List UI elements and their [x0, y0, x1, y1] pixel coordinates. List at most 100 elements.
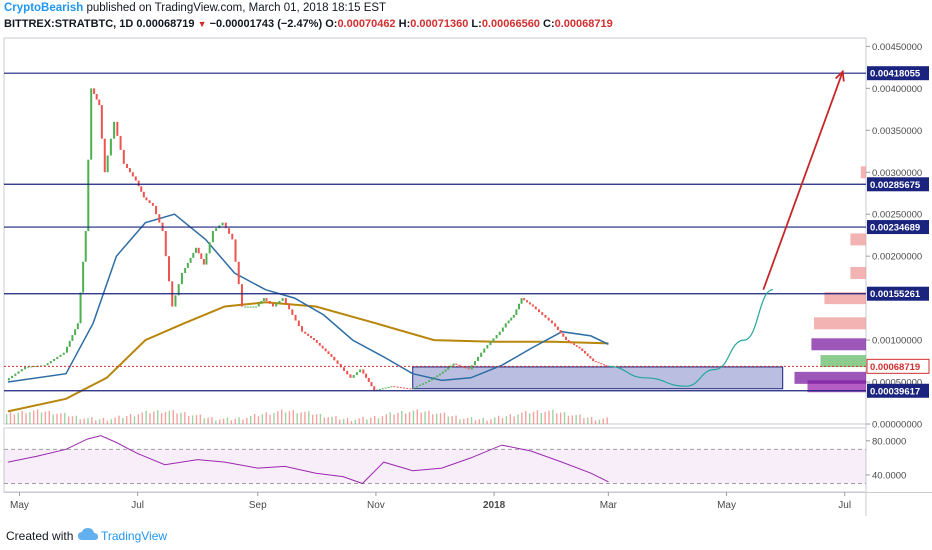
price-candle: [7, 378, 10, 381]
price-candle: [486, 345, 489, 349]
volume-bar: [277, 411, 279, 424]
volume-bar: [439, 413, 442, 424]
volume-bar: [393, 414, 395, 424]
volume-bar: [137, 414, 140, 424]
price-candle: [384, 387, 387, 389]
last-price-label: 0.00068719: [870, 362, 920, 373]
price-candle: [288, 303, 291, 310]
price-candle: [240, 284, 243, 307]
publish-header: CryptoBearish published on TradingView.c…: [4, 2, 386, 18]
symbol-header: BITTREX:STRATBTC, 1D 0.00068719 ▼ −0.000…: [4, 18, 613, 34]
volume-bar: [556, 413, 558, 424]
volume-bar: [587, 417, 589, 424]
high-value: 0.00071360: [410, 18, 469, 30]
volume-bar: [323, 417, 326, 424]
price-candle: [458, 364, 461, 366]
price-candle: [575, 345, 578, 347]
price-candle: [237, 261, 240, 285]
volume-bar: [265, 412, 267, 424]
price-candle: [370, 382, 373, 387]
volume-bar: [494, 417, 496, 424]
price-candle: [59, 354, 62, 357]
price-candle: [515, 309, 518, 315]
price-candle: [339, 363, 342, 368]
level-label-box: [867, 383, 929, 398]
volume-bar: [389, 412, 391, 424]
price-candle: [186, 262, 189, 268]
volume-bar: [284, 412, 287, 424]
price-candle: [562, 333, 565, 337]
volume-bar: [110, 419, 112, 424]
volume-bar: [315, 414, 318, 424]
price-candle: [352, 375, 355, 378]
price-candle: [14, 373, 17, 376]
level-label-box: [867, 220, 929, 235]
price-candle: [409, 388, 412, 390]
volume-bar: [517, 414, 519, 424]
volume-bar: [273, 412, 275, 424]
price-candle: [189, 257, 192, 263]
down-triangle-icon: ▼: [197, 19, 207, 29]
price-candle: [68, 340, 71, 347]
volume-bar: [451, 416, 453, 424]
price-candle: [556, 326, 559, 331]
volume-bar: [238, 417, 240, 424]
volume-bar: [366, 419, 368, 424]
price-candle: [390, 386, 393, 388]
price-candle: [412, 387, 415, 389]
price-candle: [399, 387, 402, 389]
rsi-tick-label: 80.0000: [872, 436, 906, 447]
time-tick-label: Jul: [838, 500, 851, 511]
price-candle: [56, 356, 59, 359]
price-candle: [246, 306, 249, 308]
price-candle: [315, 340, 318, 343]
volume-bar: [257, 416, 260, 424]
price-candle: [318, 342, 321, 346]
volume-bar: [428, 410, 430, 424]
price-candle: [177, 284, 180, 296]
author-link[interactable]: CryptoBearish: [4, 2, 84, 14]
price-candle: [327, 351, 330, 355]
volume-bar: [331, 416, 333, 424]
tradingview-brand-link[interactable]: TradingView: [101, 529, 168, 543]
price-candle: [184, 267, 187, 273]
price-candle: [544, 314, 547, 318]
price-candle: [11, 375, 14, 379]
volume-bar: [215, 420, 217, 424]
price-candle: [46, 363, 49, 366]
volume-bar: [342, 418, 345, 424]
volume-bar: [497, 415, 500, 424]
price-candle: [594, 361, 597, 363]
price-candle: [534, 306, 537, 310]
volume-profile-bar: [850, 233, 866, 246]
price-candle: [93, 88, 96, 94]
price-candle: [158, 214, 161, 223]
price-candle: [265, 298, 268, 301]
price-candle: [567, 340, 570, 342]
volume-bar: [234, 418, 236, 424]
price-candle: [255, 306, 258, 308]
high-label: H:: [398, 18, 411, 30]
price-candle: [406, 387, 409, 389]
price-candle: [297, 320, 300, 327]
volume-profile-bar: [811, 338, 866, 351]
price-candle: [430, 378, 433, 381]
price-candle: [126, 163, 129, 169]
volume-bar: [203, 418, 205, 424]
volume-bar: [354, 419, 357, 424]
price-candle: [192, 252, 195, 258]
target-arrow-head: [834, 69, 845, 82]
chart-canvas[interactable]: 0.00450000 0.00400000 0.00350000 0.00300000…: [0, 34, 932, 520]
volume-bar: [404, 413, 407, 424]
volume-bar: [207, 417, 209, 424]
price-candle: [43, 365, 46, 367]
price-candle: [583, 350, 586, 354]
volume-bar: [188, 415, 190, 424]
volume-bar: [250, 415, 252, 424]
price-candle: [221, 222, 224, 226]
low-label: L:: [471, 18, 482, 30]
volume-bar: [40, 412, 43, 424]
price-candle: [378, 389, 381, 391]
volume-bar: [17, 412, 19, 424]
volume-bar: [60, 413, 62, 424]
